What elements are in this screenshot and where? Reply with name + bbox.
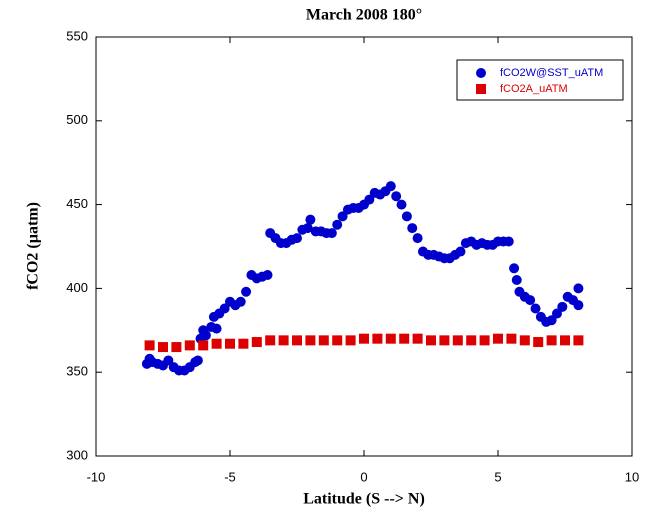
point [399, 333, 410, 344]
point [372, 333, 383, 344]
point [546, 335, 557, 346]
point [396, 199, 407, 210]
point [184, 340, 195, 351]
legend-marker [476, 68, 486, 78]
point [452, 335, 463, 346]
point [211, 338, 222, 349]
point [506, 333, 517, 344]
point [407, 223, 418, 234]
y-axis-label: fCO2 (µatm) [25, 202, 42, 290]
point [200, 330, 211, 341]
point [332, 335, 343, 346]
point [557, 301, 568, 312]
point [466, 335, 477, 346]
point [241, 286, 252, 297]
point [551, 308, 562, 319]
legend-marker [476, 84, 486, 94]
point [262, 269, 273, 280]
point [219, 303, 230, 314]
point [332, 219, 343, 230]
x-tick-label: -5 [224, 469, 236, 484]
point [163, 355, 174, 366]
point [573, 283, 584, 294]
point [401, 211, 412, 222]
point [511, 275, 522, 286]
point [546, 315, 557, 326]
x-axis-label: Latitude (S --> N) [303, 491, 425, 508]
point [292, 233, 302, 244]
point [573, 335, 584, 346]
point [509, 263, 520, 274]
y-tick-label: 300 [66, 447, 88, 462]
point [426, 335, 436, 346]
point [292, 335, 302, 346]
point [412, 233, 423, 244]
y-tick-label: 400 [66, 280, 88, 295]
point [211, 323, 222, 334]
point [225, 338, 235, 349]
y-tick-label: 450 [66, 196, 88, 211]
point [455, 246, 466, 257]
y-tick-label: 500 [66, 112, 88, 127]
point [503, 236, 514, 247]
point [364, 194, 375, 205]
point [326, 228, 337, 239]
point [318, 335, 329, 346]
point [525, 295, 536, 306]
point [198, 340, 209, 351]
x-tick-label: 5 [494, 469, 501, 484]
point [385, 181, 396, 192]
point [345, 335, 356, 346]
point [530, 303, 541, 314]
point [573, 300, 584, 311]
point [412, 333, 423, 344]
point [251, 337, 262, 348]
legend-label: fCO2W@SST_uATM [500, 67, 603, 79]
point [305, 214, 316, 225]
point [439, 335, 450, 346]
point [305, 335, 316, 346]
point [533, 337, 544, 348]
point [144, 340, 155, 351]
y-tick-label: 550 [66, 28, 88, 43]
chart-title: March 2008 180° [306, 7, 422, 24]
point [278, 335, 289, 346]
point [265, 335, 276, 346]
point [493, 333, 503, 344]
point [385, 333, 396, 344]
legend-label: fCO2A_uATM [500, 83, 568, 95]
point [560, 335, 570, 346]
x-tick-label: 0 [360, 469, 367, 484]
point [359, 333, 369, 344]
point [479, 335, 490, 346]
point [519, 335, 530, 346]
point [158, 342, 168, 353]
point [337, 211, 348, 222]
point [391, 191, 402, 202]
point [238, 338, 249, 349]
point [302, 223, 313, 234]
x-tick-label: -10 [87, 469, 106, 484]
point [192, 355, 203, 366]
point [235, 296, 246, 307]
point [171, 342, 182, 353]
y-tick-label: 350 [66, 364, 88, 379]
x-tick-label: 10 [625, 469, 639, 484]
